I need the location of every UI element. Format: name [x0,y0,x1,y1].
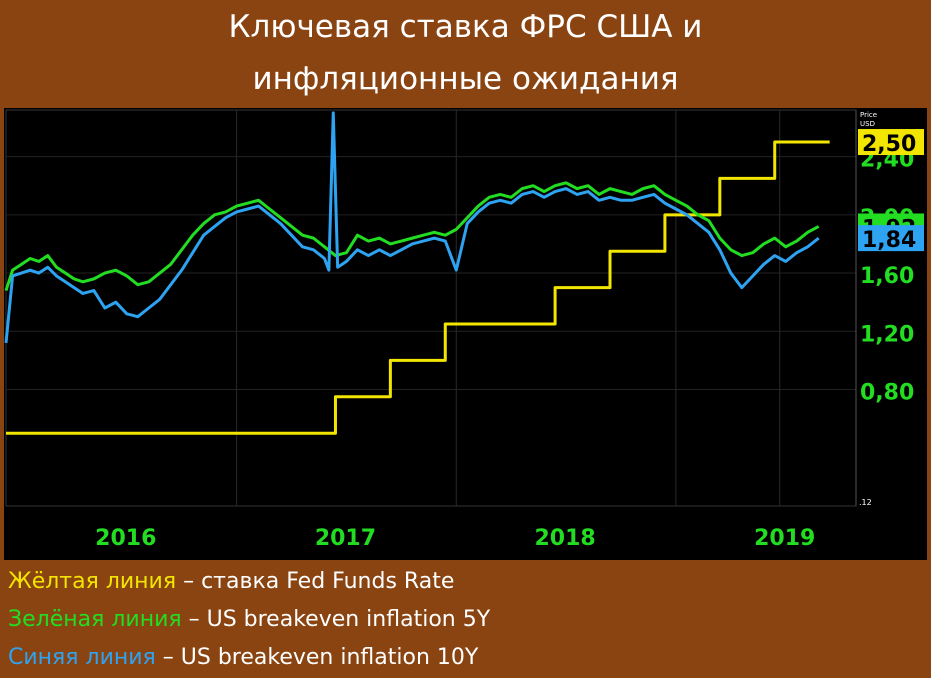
y-axis-header-currency: USD [860,120,875,128]
title-line-2: инфляционные ожидания [252,61,679,97]
legend-item-fed-rate: Жёлтая линия – ставка Fed Funds Rate [8,564,454,600]
title-line-1: Ключевая ставка ФРС США и [228,9,703,45]
y-tick-label: 1,60 [860,264,914,289]
last-value-label: 1,84 [862,228,916,253]
x-tick-label: 2019 [754,526,815,551]
y-tick-label: 0,80 [860,381,914,406]
x-tick-label: 2017 [315,526,376,551]
legend-item-10y: Синяя линия – US breakeven inflation 10Y [8,640,478,676]
x-tick-label: 2016 [95,526,156,551]
legend-color-label: Зелёная линия [8,607,182,632]
legend-color-label: Жёлтая линия [8,569,177,594]
series-line-1 [6,140,830,435]
line-chart: PriceUSD2,402,001,601,200,80.12201620172… [4,109,924,551]
last-value-badge [858,225,924,252]
last-value-badge [858,129,924,156]
x-tick-label: 2018 [534,526,595,551]
y-tick-label: 1,20 [860,322,914,347]
legend-description: – US breakeven inflation 5Y [181,607,491,632]
legend-color-label: Синяя линия [8,645,156,670]
chart-area: PriceUSD2,402,001,601,200,80.12201620172… [4,108,927,560]
y-axis-header-price: Price [860,111,877,119]
chart-title: Ключевая ставка ФРС США и инфляционные о… [0,0,931,108]
legend-item-5y: Зелёная линия – US breakeven inflation 5… [8,602,490,638]
last-value-label: 2,50 [862,132,916,157]
series-line-3 [4,111,820,344]
legend-description: – ставка Fed Funds Rate [176,569,455,594]
series-line-2 [4,181,820,291]
legend-description: – US breakeven inflation 10Y [155,645,479,670]
plot-border [5,109,857,507]
y-bottom-label: .12 [859,498,872,507]
